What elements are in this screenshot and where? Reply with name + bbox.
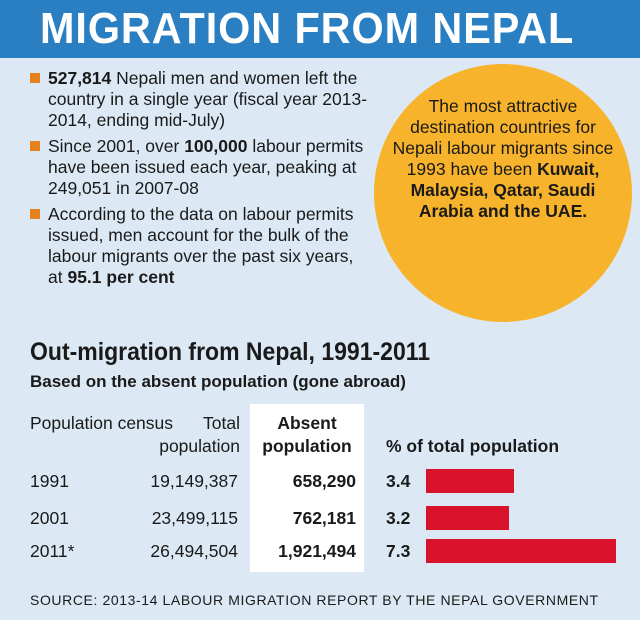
percent-bar xyxy=(426,469,514,493)
absent-population-value: 1,921,494 xyxy=(278,541,356,561)
absent-column-highlight xyxy=(250,404,364,572)
destination-callout-text: The most attractive destination countrie… xyxy=(386,96,620,222)
fact-text: Since 2001, over xyxy=(48,136,185,156)
census-year: 2011* xyxy=(30,541,75,561)
destination-callout-circle xyxy=(374,64,632,322)
percent-label: 3.4 xyxy=(386,471,411,491)
total-population-value: 26,494,504 xyxy=(150,541,238,561)
bullet-square-icon xyxy=(30,141,40,151)
column-header-total: Total population xyxy=(159,413,240,456)
callout-text: The most attractive destination countrie… xyxy=(392,96,614,179)
fact-item: 527,814 Nepali men and women left the co… xyxy=(30,68,370,131)
column-header-percent: % of total population xyxy=(386,436,560,456)
fact-text: Nepali men and women left the country in… xyxy=(48,68,368,130)
fact-text: labour permits have been issued each yea… xyxy=(48,136,364,198)
census-year: 1991 xyxy=(30,471,69,491)
chart-title: Out-migration from Nepal, 1991-2011 xyxy=(30,338,431,366)
fact-item: According to the data on labour permits … xyxy=(30,204,370,288)
total-population-value: 19,149,387 xyxy=(150,471,238,491)
fact-highlight: 95.1 per cent xyxy=(67,267,175,287)
column-header-absent: Absent population xyxy=(262,413,352,456)
source-note: SOURCE: 2013-14 LABOUR MIGRATION REPORT … xyxy=(30,592,599,608)
bullet-square-icon xyxy=(30,73,40,83)
percent-label: 3.2 xyxy=(386,508,411,528)
total-population-value: 23,499,115 xyxy=(151,508,238,528)
absent-population-value: 762,181 xyxy=(292,508,356,528)
column-header-census: Population census xyxy=(30,413,174,433)
fact-highlight: 527,814 xyxy=(48,68,112,88)
census-year: 2001 xyxy=(30,508,69,528)
percent-bar xyxy=(426,539,616,563)
banner-title: MIGRATION FROM NEPAL xyxy=(40,4,575,53)
callout-destinations: Kuwait, Malaysia, Qatar, Saudi Arabia an… xyxy=(410,159,600,221)
percent-label: 7.3 xyxy=(386,541,411,561)
fact-text: According to the data on labour permits … xyxy=(48,204,354,287)
absent-population-value: 658,290 xyxy=(292,471,356,491)
fact-item: Since 2001, over 100,000 labour permits … xyxy=(30,136,370,199)
fact-list: 527,814 Nepali men and women left the co… xyxy=(30,68,370,293)
fact-highlight: 100,000 xyxy=(184,136,248,156)
bullet-square-icon xyxy=(30,209,40,219)
percent-bar xyxy=(426,506,509,530)
title-banner: MIGRATION FROM NEPAL xyxy=(0,0,640,58)
chart-subtitle: Based on the absent population (gone abr… xyxy=(30,372,406,391)
